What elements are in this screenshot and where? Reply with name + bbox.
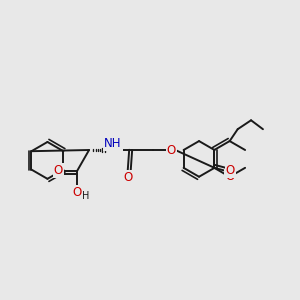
Text: NH: NH	[104, 137, 122, 150]
Text: O: O	[54, 164, 63, 177]
Text: H: H	[82, 191, 89, 201]
Text: O: O	[226, 164, 235, 177]
Text: O: O	[167, 143, 176, 157]
Text: O: O	[123, 171, 132, 184]
Text: O: O	[225, 170, 234, 183]
Text: O: O	[73, 186, 82, 199]
